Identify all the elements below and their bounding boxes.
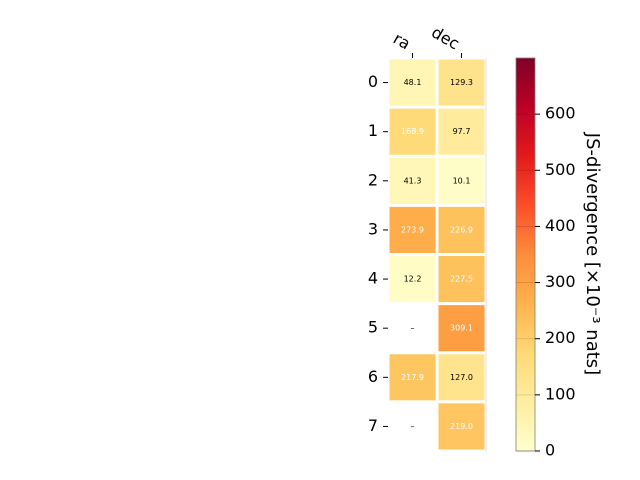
- cell-label-0-dec: 129.3: [450, 78, 473, 87]
- colorbar-gradient: [515, 57, 536, 452]
- cell-label-7-ra: –: [411, 422, 415, 431]
- cell-7-dec: [438, 403, 485, 450]
- cell-2-dec: [438, 157, 485, 204]
- colorbar: 0 100 200 300 400 500 600 JS-divergence [×10⁻³…: [515, 57, 603, 460]
- colorbar-label: JS-divergence [×10⁻³ nats]: [582, 132, 603, 375]
- cell-label-1-ra: 168.9: [401, 127, 424, 136]
- colorbar-tick-label-100: 100: [545, 384, 576, 403]
- cell-label-1-dec: 97.7: [453, 127, 471, 136]
- row-tick-labels: 0 1 2 3 4 5 6 7: [368, 72, 388, 435]
- row-label-4: 4: [368, 269, 378, 288]
- cell-0-ra: [389, 59, 436, 106]
- cell-label-4-ra: 12.2: [404, 275, 422, 284]
- cell-label-2-dec: 10.1: [453, 176, 471, 185]
- colorbar-tick-label-300: 300: [545, 272, 576, 291]
- row-label-7: 7: [368, 416, 378, 435]
- cell-label-5-ra: –: [411, 324, 415, 333]
- colorbar-ticks: 0 100 200 300 400 500 600: [516, 104, 576, 460]
- colorbar-tick-label-600: 600: [545, 104, 576, 123]
- column-label-ra: ra: [390, 29, 414, 54]
- cell-6-ra: [389, 354, 436, 401]
- cell-label-4-dec: 227.5: [450, 275, 473, 284]
- cell-0-dec: [438, 59, 485, 106]
- cell-label-6-dec: 127.0: [450, 373, 473, 382]
- row-label-1: 1: [368, 121, 378, 140]
- cell-label-7-dec: 219.0: [450, 422, 473, 431]
- cell-label-2-ra: 41.3: [404, 176, 422, 185]
- column-tick-labels: ra dec: [390, 23, 463, 58]
- cell-3-ra: [389, 206, 436, 253]
- row-label-5: 5: [368, 318, 378, 337]
- row-label-6: 6: [368, 367, 378, 386]
- cell-5-dec: [438, 305, 485, 352]
- cell-1-ra: [389, 108, 436, 155]
- column-label-dec: dec: [428, 23, 462, 54]
- cell-label-5-dec: 309.1: [450, 324, 473, 333]
- cell-label-0-ra: 48.1: [404, 78, 422, 87]
- cell-6-dec: [438, 354, 485, 401]
- row-label-0: 0: [368, 72, 378, 91]
- cell-3-dec: [438, 206, 485, 253]
- colorbar-tick-label-500: 500: [545, 160, 576, 179]
- row-label-3: 3: [368, 219, 378, 238]
- row-label-2: 2: [368, 170, 378, 189]
- cell-label-3-dec: 226.9: [450, 225, 473, 234]
- heatmap-cells: 48.1 129.3 168.9 97.7 41.3 10.1 273.9 226.9 12.2…: [389, 58, 487, 451]
- cell-1-dec: [438, 108, 485, 155]
- colorbar-tick-label-400: 400: [545, 216, 576, 235]
- cell-label-3-ra: 273.9: [401, 225, 424, 234]
- cell-label-6-ra: 217.9: [401, 373, 424, 382]
- cell-4-ra: [389, 256, 436, 303]
- colorbar-tick-label-0: 0: [545, 441, 555, 460]
- colorbar-tick-label-200: 200: [545, 328, 576, 347]
- cell-2-ra: [389, 157, 436, 204]
- cell-4-dec: [438, 256, 485, 303]
